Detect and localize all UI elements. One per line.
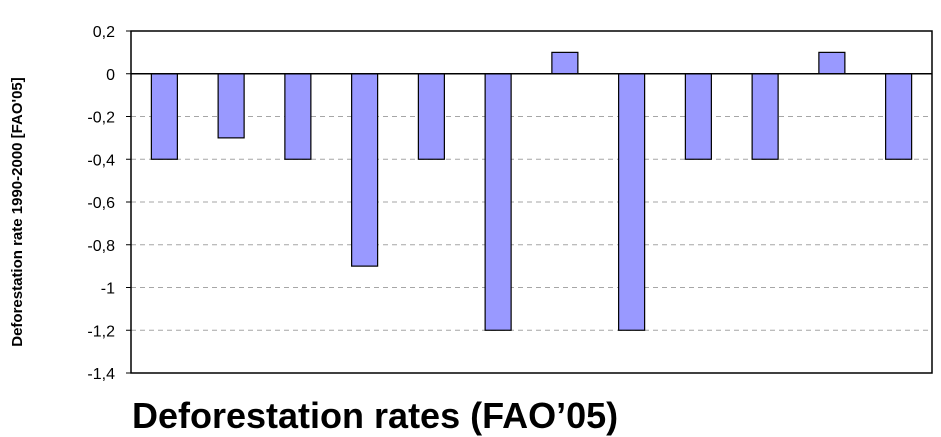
bar [752, 74, 778, 160]
bar [485, 74, 511, 331]
y-tick-label: -0,6 [87, 195, 115, 212]
bar [151, 74, 177, 160]
bar [886, 74, 912, 160]
bar [685, 74, 711, 160]
y-tick-label: 0 [106, 67, 115, 84]
bar [819, 52, 845, 73]
bar [418, 74, 444, 160]
chart-title: Deforestation rates (FAO’05) [132, 395, 618, 436]
bar [218, 74, 244, 138]
bar [619, 74, 645, 331]
bar [352, 74, 378, 266]
y-tick-label: -0,4 [87, 152, 115, 169]
y-tick-label: -1,2 [87, 323, 115, 340]
bar [285, 74, 311, 160]
bar [552, 52, 578, 73]
y-tick-label: 0,2 [93, 24, 115, 41]
y-tick-label: -1 [101, 281, 115, 298]
y-tick-label: -1,4 [87, 366, 115, 383]
y-axis-label: Deforestation rate 1990-2000 [FAO'05] [9, 77, 26, 347]
y-tick-label: -0,2 [87, 110, 115, 127]
y-tick-label: -0,8 [87, 238, 115, 255]
